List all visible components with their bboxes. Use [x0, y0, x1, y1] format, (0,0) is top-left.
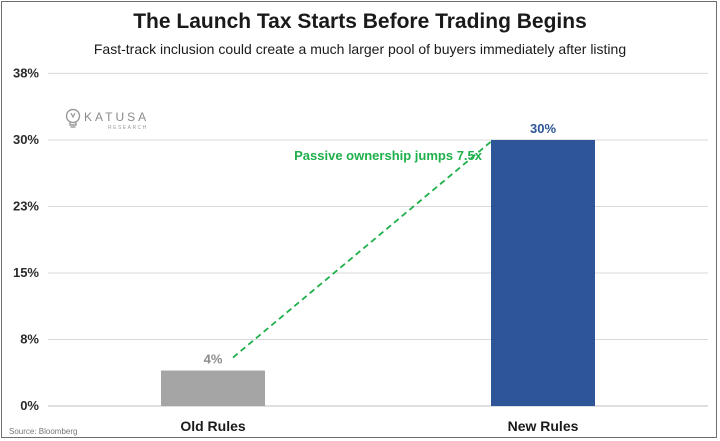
- y-tick-label: 30%: [13, 132, 39, 147]
- growth-annotation: Passive ownership jumps 7.5x: [294, 148, 483, 163]
- lightbulb-icon: [65, 108, 81, 128]
- y-tick-label: 38%: [13, 65, 39, 80]
- y-tick-label: 0%: [20, 398, 39, 413]
- y-tick-label: 23%: [13, 198, 39, 213]
- y-tick-label: 8%: [20, 331, 39, 346]
- source-note: Source: Bloomberg: [9, 427, 78, 436]
- chart-title: The Launch Tax Starts Before Trading Beg…: [133, 10, 587, 33]
- logo-name: KATUSA: [84, 110, 150, 124]
- logo-subtitle: RESEARCH: [108, 125, 148, 131]
- chart-subtitle: Fast-track inclusion could create a much…: [93, 41, 627, 57]
- x-category-label: Old Rules: [180, 418, 246, 434]
- bar-value-label: 30%: [530, 121, 556, 136]
- bar: [161, 370, 265, 406]
- growth-connector-line: [232, 139, 494, 359]
- x-category-label: New Rules: [508, 418, 579, 434]
- y-tick-label: 15%: [13, 265, 39, 280]
- bar: [491, 139, 595, 406]
- bar-value-label: 4%: [204, 352, 223, 367]
